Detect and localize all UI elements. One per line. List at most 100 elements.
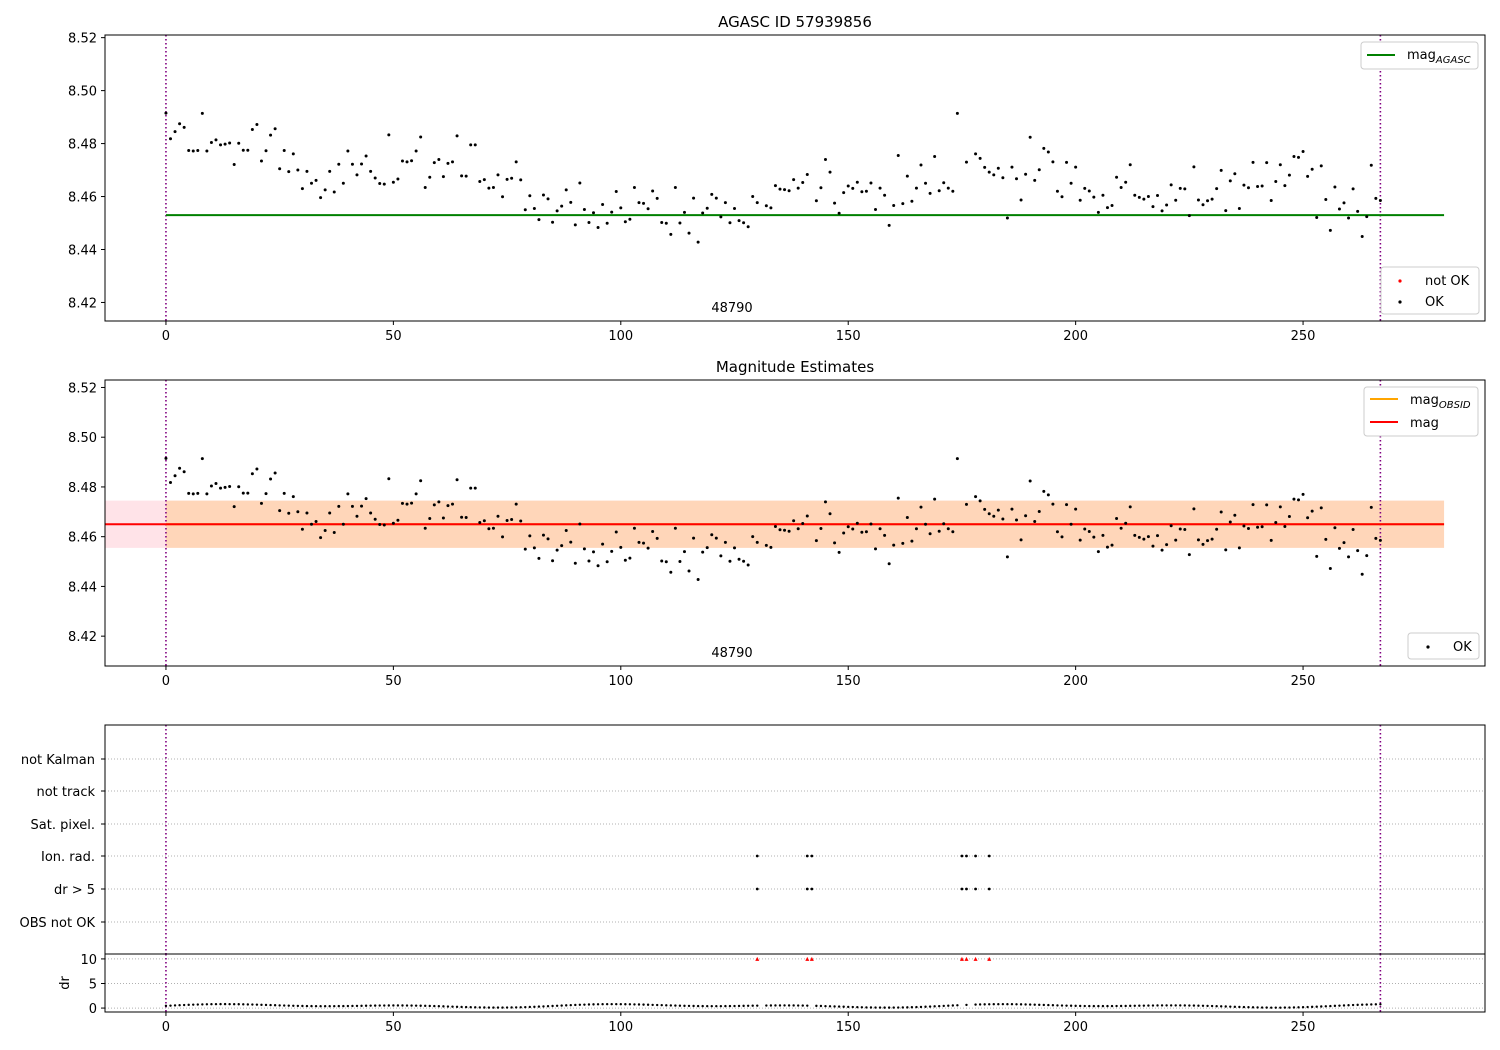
data-point-ok [410, 501, 414, 505]
data-point-ok [1297, 155, 1301, 159]
x-tick-label: 50 [385, 329, 402, 344]
y-tick-label: 8.48 [68, 138, 97, 153]
data-point-ok [642, 201, 646, 205]
data-point-ok [1206, 539, 1210, 543]
data-point-ok [623, 220, 627, 224]
dr-point [751, 1004, 754, 1007]
x-tick-label: 100 [608, 674, 633, 689]
data-point-ok [182, 125, 186, 129]
flag-point [755, 854, 759, 858]
x-tick-label: 150 [836, 329, 861, 344]
dr-point [505, 1006, 509, 1009]
data-point-ok [423, 526, 427, 530]
data-point-ok [255, 467, 259, 471]
data-point-ok [1306, 516, 1310, 520]
data-point-ok [1342, 541, 1346, 545]
legend-markers: not OK OK [1380, 266, 1480, 315]
data-point-ok [405, 502, 409, 506]
data-point-ok [1287, 173, 1291, 177]
legend-lines: magOBSID mag [1363, 386, 1479, 437]
data-point-ok [300, 527, 304, 531]
data-point-ok [1210, 537, 1214, 541]
data-point-ok [510, 518, 514, 522]
x-tick-label: 250 [1291, 329, 1316, 344]
dr-point [333, 1004, 336, 1008]
dr-point [360, 1004, 363, 1008]
data-point-ok [537, 556, 541, 560]
data-point-ok [823, 500, 827, 504]
data-point-ok [387, 477, 391, 481]
data-point-ok [300, 187, 304, 191]
dr-point [1124, 1004, 1127, 1008]
dr-point [364, 1004, 368, 1007]
data-point-ok [1215, 187, 1219, 191]
data-point-ok [1156, 193, 1160, 197]
data-point-ok [692, 196, 696, 200]
data-point-ok [1010, 165, 1014, 169]
data-point-ok [1224, 548, 1228, 552]
dr-point [819, 1004, 823, 1008]
data-point-ok [933, 497, 937, 501]
data-point-ok [455, 478, 459, 482]
data-point-ok [205, 492, 209, 496]
data-point-ok [901, 202, 905, 206]
data-point-ok [682, 210, 686, 214]
data-point-ok [978, 499, 982, 503]
data-point-ok [632, 186, 636, 190]
data-point-ok [428, 175, 432, 179]
data-point-ok [733, 546, 737, 550]
dr-point [587, 1003, 591, 1006]
data-point-ok [1287, 515, 1291, 519]
data-point-ok [719, 554, 723, 558]
dr-point [305, 1004, 309, 1008]
data-point-ok [1378, 199, 1382, 203]
data-point-ok [410, 159, 414, 163]
plot-frame [104, 34, 1486, 322]
data-point-ok [319, 536, 323, 540]
data-point-ok [1206, 199, 1210, 203]
data-point-ok [851, 527, 855, 531]
dr-point [1351, 1003, 1355, 1007]
dr-point [242, 1003, 245, 1006]
dr-point [574, 1003, 577, 1007]
data-point-ok [396, 518, 400, 522]
dr-point [383, 1004, 386, 1007]
dr-point [278, 1004, 281, 1007]
data-point-ok [1128, 505, 1132, 509]
dr-point [451, 1005, 454, 1008]
dr-point [228, 1002, 231, 1006]
dr-point [464, 1005, 468, 1009]
data-point-ok [209, 141, 213, 145]
dr-point [669, 1004, 673, 1007]
dr-point [1169, 1004, 1173, 1007]
data-point-ok [751, 535, 755, 539]
data-point-ok [1360, 572, 1364, 576]
data-point-ok [814, 199, 818, 203]
dr-point [1206, 1004, 1209, 1008]
data-point-ok [1265, 161, 1269, 165]
dr-point [292, 1004, 295, 1007]
data-point-ok [305, 511, 309, 515]
dr-point [1147, 1004, 1150, 1007]
data-point-ok [951, 189, 955, 193]
dr-point [851, 1005, 854, 1009]
data-point-ok [1269, 538, 1273, 542]
dr-point [1260, 1006, 1264, 1009]
data-point-ok [578, 181, 582, 185]
data-point-ok [1028, 479, 1032, 483]
dr-point [833, 1005, 836, 1008]
data-point-ok [887, 223, 891, 227]
data-point-ok [496, 514, 500, 518]
dr-point [1197, 1004, 1200, 1007]
dr-point [1283, 1006, 1287, 1009]
data-point-ok [1246, 186, 1250, 190]
data-point-ok [223, 485, 227, 489]
data-point-ok [842, 191, 846, 195]
data-point-ok [460, 174, 464, 178]
data-point-ok [1078, 198, 1082, 202]
dr-point [1129, 1004, 1132, 1008]
data-point-ok [933, 155, 937, 159]
plot-content [164, 35, 1445, 321]
data-point-ok [605, 221, 609, 225]
dr-clipped-marker [959, 956, 964, 961]
